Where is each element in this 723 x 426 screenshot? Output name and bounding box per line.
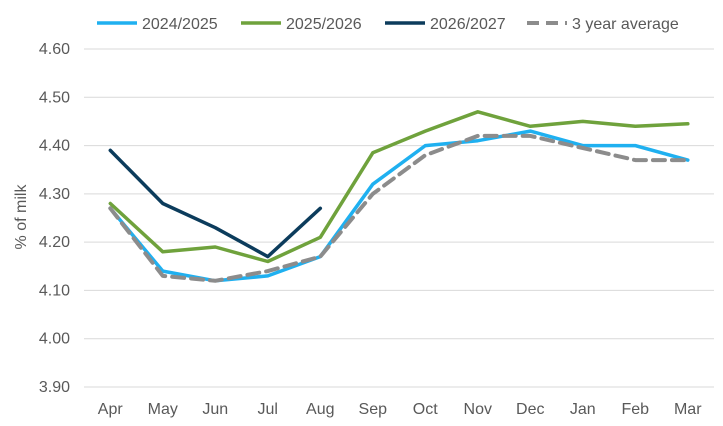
y-tick-label: 4.40 (39, 138, 70, 155)
series-line-1 (108, 129, 690, 283)
y-tick-label: 4.20 (39, 234, 70, 251)
x-tick-label: Jul (258, 401, 278, 418)
gridlines (84, 48, 714, 388)
y-tick-label: 4.00 (39, 331, 70, 348)
x-tick-label: Jan (570, 401, 596, 418)
x-tick-label: Apr (98, 401, 124, 418)
legend-label-3: 2026/2027 (430, 16, 506, 33)
series-line-3 (108, 148, 323, 259)
x-tick-label: Nov (464, 401, 492, 418)
legend-label-2: 2025/2026 (286, 16, 362, 33)
x-tick-label: Sep (359, 401, 388, 418)
y-axis-title: % of milk (13, 184, 30, 250)
y-tick-label: 4.30 (39, 186, 70, 203)
series-line-2 (108, 110, 690, 264)
x-tick-label: May (148, 401, 178, 418)
y-tick-label: 4.50 (39, 89, 70, 106)
x-tick-label: Feb (621, 401, 649, 418)
series-lines (108, 110, 690, 283)
legend: 2024/2025 2025/2026 2026/2027 3 year averag… (97, 16, 679, 33)
y-tick-label: 3.90 (39, 379, 70, 396)
legend-label-1: 2024/2025 (142, 16, 218, 33)
y-tick-label: 4.60 (39, 41, 70, 58)
y-tick-labels: 4.60 4.50 4.40 4.30 4.20 4.10 4.00 3.90 (39, 41, 70, 396)
legend-label-4: 3 year average (572, 16, 679, 33)
x-tick-labels: Apr May Jun Jul Aug Sep Oct Nov Dec Jan Feb Mar (98, 401, 702, 418)
x-tick-label: Mar (674, 401, 702, 418)
x-tick-label: Dec (516, 401, 544, 418)
y-tick-label: 4.10 (39, 282, 70, 299)
series-line-4 (108, 133, 690, 283)
x-tick-label: Aug (306, 401, 334, 418)
x-tick-label: Oct (413, 401, 438, 418)
x-tick-label: Jun (202, 401, 228, 418)
